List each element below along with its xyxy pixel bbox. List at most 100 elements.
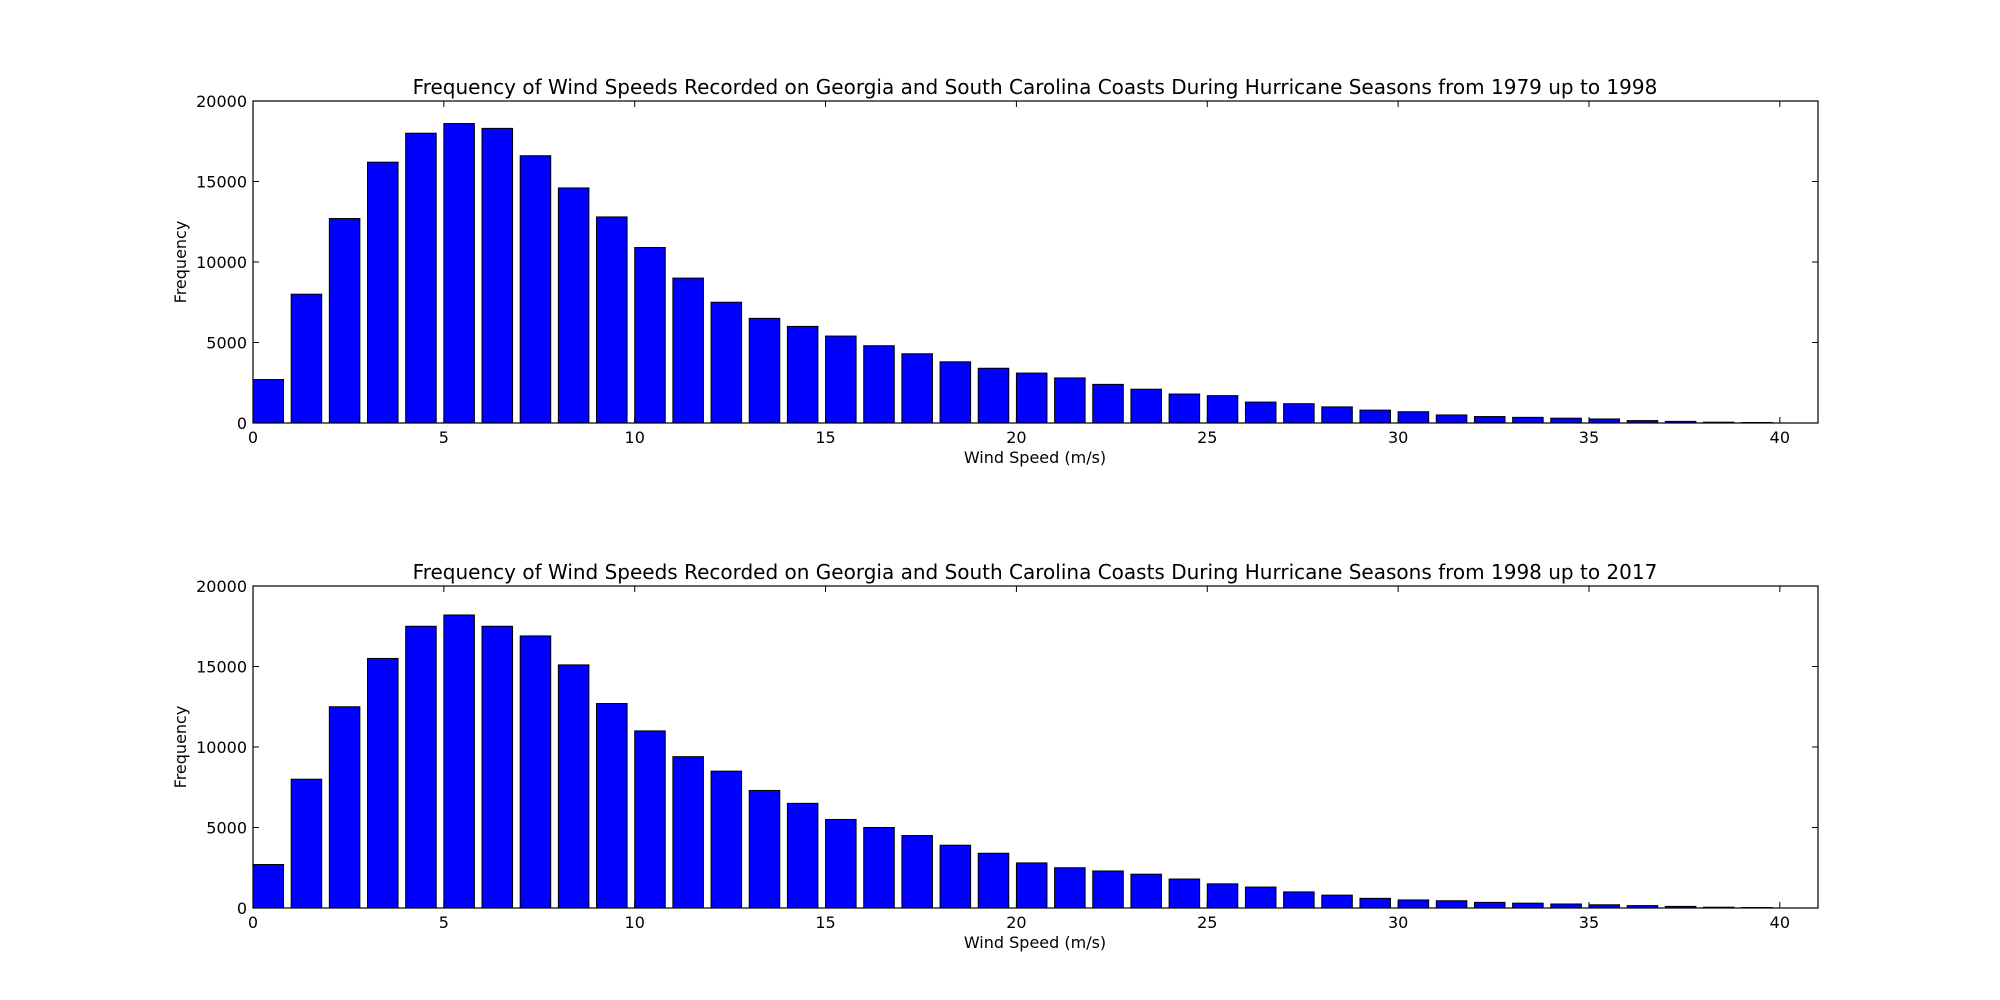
- chart-title: Frequency of Wind Speeds Recorded on Geo…: [413, 75, 1658, 99]
- bar: [1283, 891, 1315, 909]
- y-tick-label: 5000: [206, 334, 247, 353]
- bar: [1473, 901, 1506, 909]
- x-tick-label: 35: [1579, 428, 1599, 447]
- bar: [825, 818, 857, 909]
- x-tick-label: 25: [1197, 913, 1217, 932]
- y-tick-label: 0: [237, 899, 247, 918]
- bar: [1512, 416, 1544, 424]
- bar: [1054, 377, 1086, 424]
- x-tick-label: 30: [1388, 913, 1408, 932]
- x-axis-label: Wind Speed (m/s): [964, 933, 1106, 952]
- y-axis-label: Frequency: [171, 706, 190, 789]
- y-tick-label: 10000: [196, 253, 247, 272]
- y-tick-label: 15000: [196, 173, 247, 192]
- bar: [405, 625, 437, 909]
- bar: [748, 789, 781, 909]
- bar: [557, 187, 590, 424]
- bar: [519, 155, 552, 424]
- bar: [1244, 401, 1277, 424]
- bar: [786, 325, 819, 424]
- x-tick-label: 20: [1006, 428, 1026, 447]
- bar: [481, 625, 514, 909]
- x-tick-label: 5: [439, 428, 449, 447]
- x-tick-label: 5: [439, 913, 449, 932]
- bar: [519, 635, 552, 909]
- bar: [367, 657, 399, 909]
- x-tick-label: 30: [1388, 428, 1408, 447]
- bar: [1206, 395, 1239, 424]
- x-tick-label: 40: [1770, 913, 1790, 932]
- y-tick-label: 15000: [196, 658, 247, 677]
- bar: [1359, 897, 1391, 909]
- bar: [1283, 403, 1315, 424]
- bar: [1092, 383, 1124, 424]
- bar: [1015, 372, 1048, 424]
- bar-group: [252, 614, 1773, 909]
- bar: [1054, 867, 1086, 909]
- bar: [1244, 886, 1277, 909]
- bar: [1550, 903, 1582, 909]
- bar: [1588, 418, 1621, 424]
- bar: [1321, 894, 1353, 909]
- bar: [1168, 393, 1201, 424]
- bar: [1473, 416, 1506, 424]
- bar: [634, 247, 666, 424]
- bar: [1550, 417, 1582, 424]
- bar: [634, 730, 666, 909]
- y-tick-label: 10000: [196, 738, 247, 757]
- y-axis-label: Frequency: [171, 221, 190, 304]
- bar: [328, 706, 361, 909]
- chart-1979-1998: Frequency of Wind Speeds Recorded on Geo…: [171, 75, 1819, 467]
- bar: [1015, 862, 1048, 909]
- bar: [863, 827, 895, 909]
- bar: [710, 770, 743, 909]
- bar: [443, 614, 475, 909]
- bar: [1397, 899, 1430, 909]
- bar: [977, 367, 1010, 424]
- bar: [863, 345, 895, 424]
- bar: [596, 216, 628, 424]
- bar: [596, 703, 628, 909]
- axis-ticks: 0 5 10 15 20 25 30 35 40 0 5000 10000 15000 20000: [196, 577, 1818, 932]
- bar: [1435, 414, 1468, 424]
- bar: [1435, 900, 1468, 909]
- y-tick-label: 5000: [206, 819, 247, 838]
- bar: [557, 664, 590, 909]
- bar: [252, 864, 285, 909]
- bar: [1512, 902, 1544, 909]
- chart-1998-2017: Frequency of Wind Speeds Recorded on Geo…: [171, 560, 1819, 952]
- bar: [290, 778, 323, 909]
- x-tick-label: 15: [815, 428, 835, 447]
- x-tick-label: 15: [815, 913, 835, 932]
- bar: [748, 317, 781, 424]
- x-tick-label: 20: [1006, 913, 1026, 932]
- x-tick-label: 40: [1770, 428, 1790, 447]
- bar: [481, 127, 514, 424]
- bar: [710, 301, 743, 424]
- bar: [252, 379, 285, 424]
- bar: [939, 844, 972, 909]
- bar: [825, 335, 857, 424]
- axis-ticks: 0 5 10 15 20 25 30 35 40 0 5000 10000 15000 20000: [196, 92, 1818, 447]
- y-tick-label: 0: [237, 414, 247, 433]
- bar: [1130, 388, 1162, 424]
- bar: [367, 161, 399, 424]
- bar: [901, 353, 933, 424]
- bar: [1206, 883, 1239, 909]
- bar: [901, 835, 933, 909]
- bar: [977, 852, 1010, 909]
- bar: [1397, 411, 1430, 424]
- bar: [405, 132, 437, 424]
- bar: [1130, 873, 1162, 909]
- bar: [672, 277, 704, 424]
- bar: [290, 293, 323, 424]
- bar: [1092, 870, 1124, 909]
- y-tick-label: 20000: [196, 92, 247, 111]
- x-tick-label: 0: [248, 428, 258, 447]
- x-axis-label: Wind Speed (m/s): [964, 448, 1106, 467]
- x-tick-label: 25: [1197, 428, 1217, 447]
- bar: [443, 123, 475, 424]
- x-tick-label: 10: [625, 428, 645, 447]
- bar: [786, 802, 819, 909]
